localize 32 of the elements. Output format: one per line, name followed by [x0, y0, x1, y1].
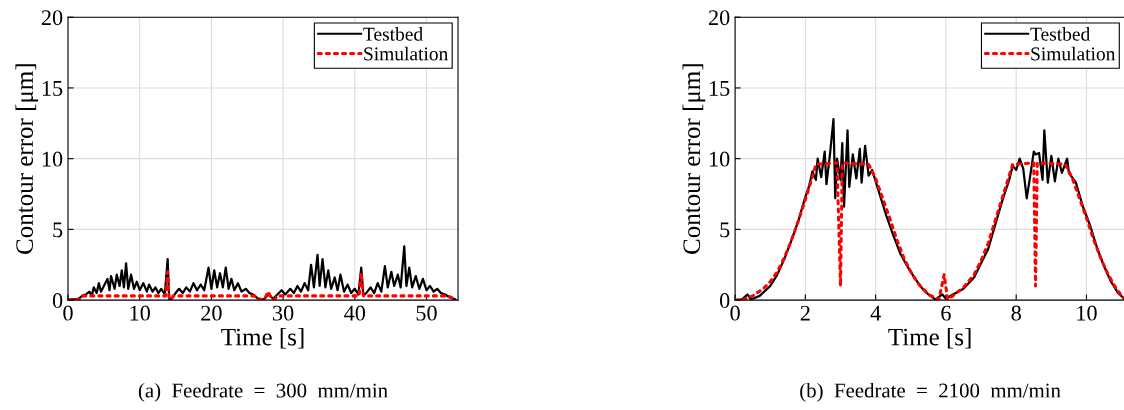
x-tick-label: 0 [730, 305, 740, 321]
x-tick-label: 8 [1011, 305, 1021, 321]
legend-label: Testbed [1030, 27, 1091, 41]
x-tick-label: 4 [870, 305, 881, 321]
y-tick-label: 15 [42, 80, 63, 96]
legend-label: Testbed [363, 27, 423, 41]
x-tick-label: 20 [201, 305, 222, 321]
y-tick-label: 0 [719, 293, 730, 309]
y-axis-title: Contour error [μm] [682, 64, 706, 254]
legend-label: Simulation [364, 46, 449, 61]
y-tick-label: 5 [53, 222, 63, 238]
y-tick-label: 20 [41, 10, 63, 26]
x-tick-label: 10 [130, 305, 150, 321]
y-tick-label: 10 [42, 151, 63, 167]
x-tick-label: 0 [63, 305, 73, 321]
x-axis-title: Time [s] [888, 327, 971, 349]
y-tick-label: 5 [720, 222, 730, 238]
y-tick-label: 10 [709, 151, 730, 167]
x-tick-label: 50 [416, 305, 437, 321]
x-axis-title: Time [s] [221, 327, 304, 349]
y-axis-title: Contour error [μm] [15, 64, 39, 254]
legend-label: Simulation [1031, 46, 1116, 61]
x-tick-label: 10 [1077, 305, 1097, 321]
y-tick-label: 15 [709, 80, 730, 96]
text: (a) Feedrate = 300 mm/min [138, 382, 388, 402]
x-tick-label: 40 [344, 305, 366, 321]
x-tick-label: 2 [800, 305, 810, 321]
y-tick-label: 0 [52, 293, 63, 309]
y-tick-label: 20 [708, 10, 730, 26]
x-tick-label: 30 [273, 305, 294, 321]
x-tick-label: 6 [941, 305, 951, 321]
text: (b) Feedrate = 2100 mm/min [800, 382, 1061, 402]
